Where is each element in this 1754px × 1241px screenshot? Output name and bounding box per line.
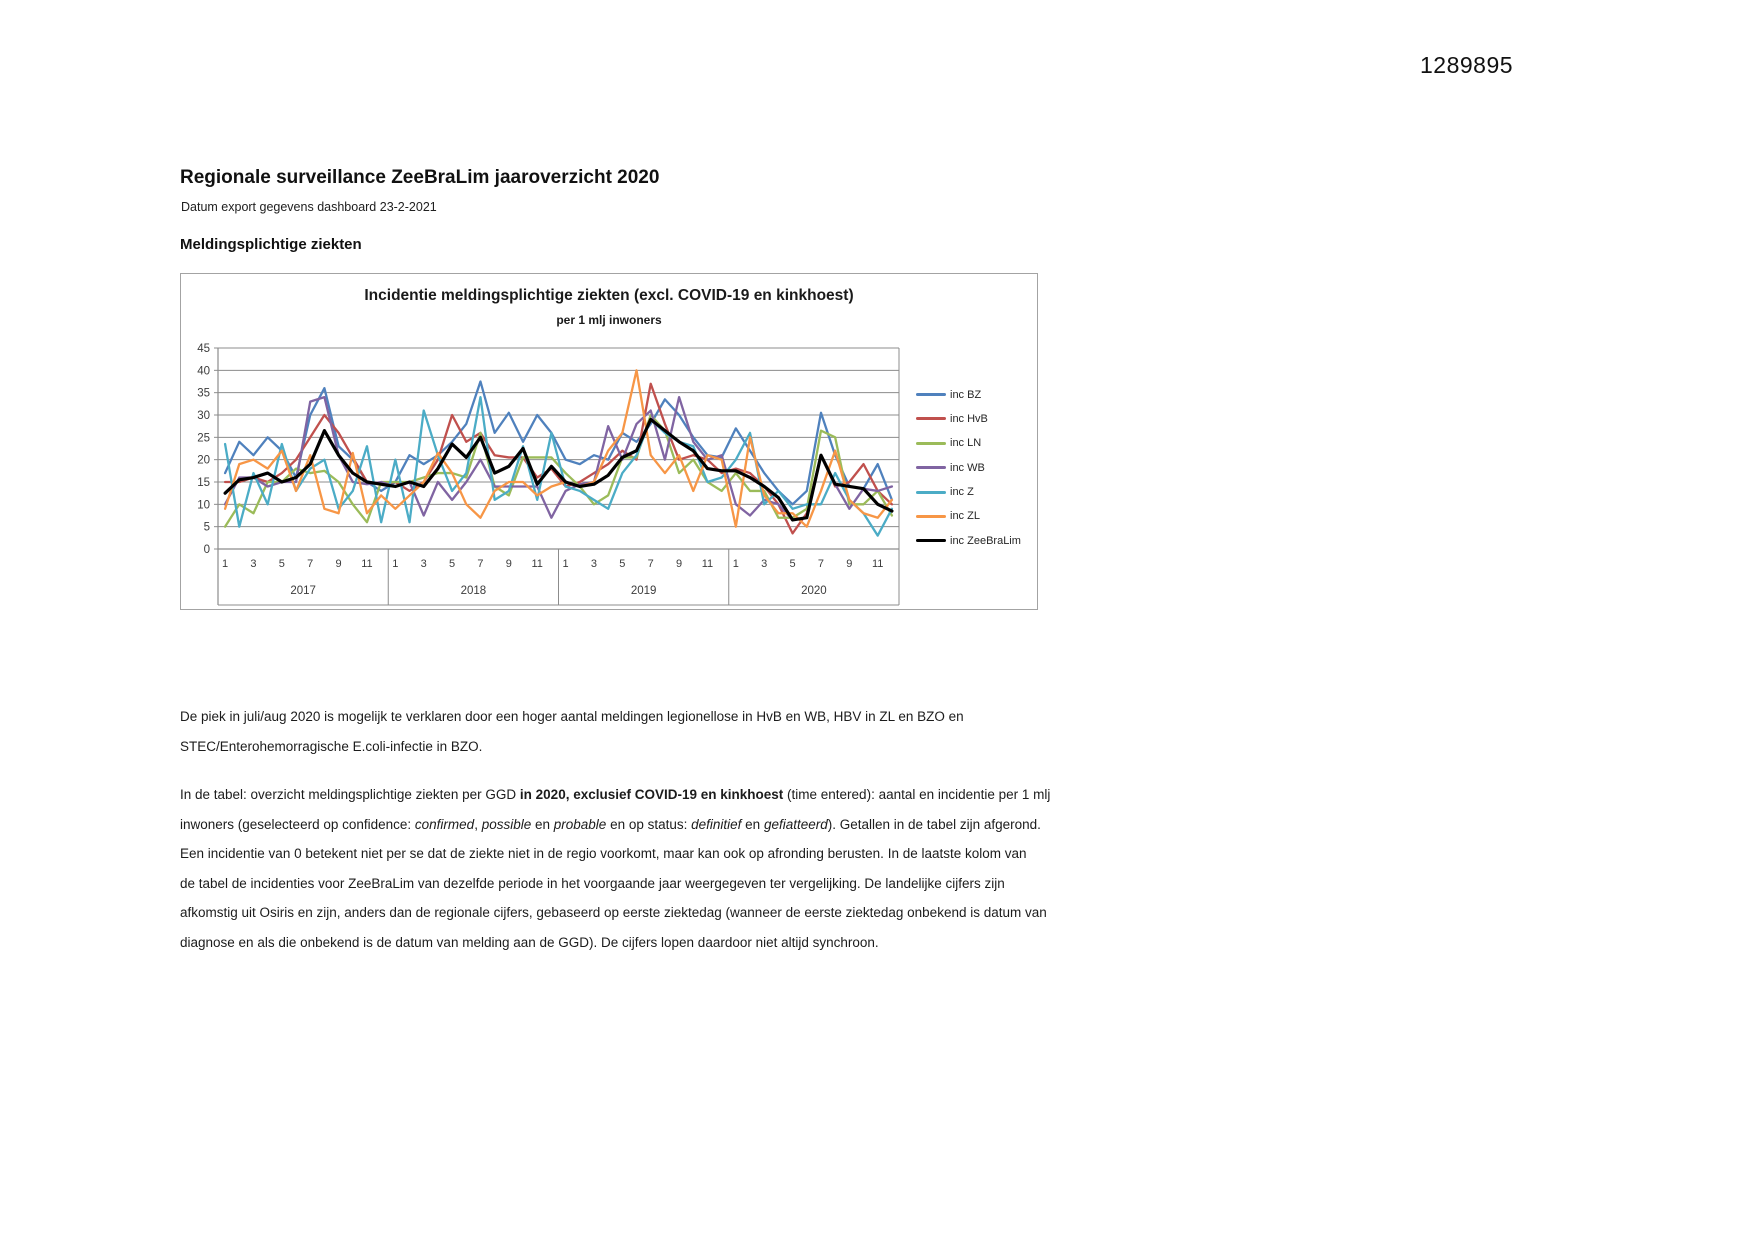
chart-title: Incidentie meldingsplichtige ziekten (ex…	[364, 287, 854, 304]
svg-text:9: 9	[506, 558, 512, 570]
text-line: afkomstig uit Osiris en zijn, anders dan…	[180, 905, 1047, 920]
svg-text:9: 9	[336, 558, 342, 570]
svg-text:5: 5	[790, 558, 796, 570]
svg-text:35: 35	[197, 388, 210, 400]
text-line: De piek in juli/aug 2020 is mogelijk te …	[180, 709, 964, 724]
legend-swatch-icon	[916, 393, 946, 396]
svg-text:15: 15	[197, 477, 210, 489]
series-inc-zeebralim	[223, 417, 894, 522]
legend-swatch-icon	[916, 417, 946, 421]
text-line: de tabel de incidenties voor ZeeBraLim v…	[180, 875, 1005, 891]
svg-text:30: 30	[197, 410, 210, 422]
svg-text:10: 10	[197, 499, 210, 511]
svg-text:2018: 2018	[461, 585, 487, 597]
svg-text:5: 5	[279, 558, 285, 570]
svg-text:2019: 2019	[631, 585, 657, 597]
legend-swatch-icon	[916, 514, 946, 518]
legend-label: inc WB	[950, 461, 985, 474]
series-inc-hvb	[223, 382, 894, 535]
legend-label: inc BZ	[950, 388, 982, 401]
series-inc-z	[223, 395, 894, 537]
svg-text:7: 7	[818, 558, 824, 570]
svg-text:1: 1	[222, 558, 228, 570]
svg-text:0: 0	[204, 544, 210, 556]
svg-text:5: 5	[204, 522, 210, 534]
svg-text:5: 5	[619, 558, 625, 570]
export-date-subtitle: Datum export gegevens dashboard 23-2-202…	[181, 200, 437, 214]
text-line: inwoners (geselecteerd op confidence: co…	[180, 816, 1041, 832]
legend-swatch-icon	[916, 490, 946, 494]
svg-text:7: 7	[307, 558, 313, 570]
svg-text:7: 7	[477, 558, 483, 570]
svg-text:3: 3	[761, 558, 767, 570]
svg-text:3: 3	[591, 558, 597, 570]
document-number: 1289895	[1420, 52, 1514, 78]
svg-text:1: 1	[392, 558, 398, 570]
legend-label: inc ZL	[950, 510, 980, 523]
legend-swatch-icon	[916, 466, 946, 470]
paragraph-table-explanation: In de tabel: overzicht meldingsplichtige…	[180, 780, 1090, 957]
svg-text:3: 3	[250, 558, 256, 570]
paragraph-peak-explanation: De piek in juli/aug 2020 is mogelijk te …	[180, 702, 1090, 761]
page-title: Regionale surveillance ZeeBraLim jaarove…	[180, 167, 660, 188]
legend-entry: inc LN	[916, 436, 1021, 451]
svg-text:3: 3	[421, 558, 427, 570]
legend-entry: inc ZeeBraLim	[916, 533, 1021, 548]
text-line: STEC/Enterohemorragische E.coli-infectie…	[180, 738, 483, 754]
legend-swatch-icon	[916, 441, 946, 445]
chart-subtitle: per 1 mlj inwoners	[556, 313, 662, 327]
chart-legend: inc BZ inc HvB inc LN inc WB inc Z inc ZL inc …	[916, 387, 1021, 558]
legend-entry: inc BZ	[916, 387, 1021, 402]
svg-text:20: 20	[197, 455, 210, 467]
series-inc-wb	[223, 395, 894, 522]
legend-entry: inc HvB	[916, 411, 1021, 426]
svg-text:1: 1	[563, 558, 569, 570]
svg-text:45: 45	[197, 343, 210, 355]
legend-label: inc Z	[950, 486, 974, 499]
svg-text:25: 25	[197, 432, 210, 444]
legend-entry: inc ZL	[916, 509, 1021, 524]
svg-text:11: 11	[361, 558, 372, 570]
svg-text:7: 7	[648, 558, 654, 570]
legend-entry: inc WB	[916, 460, 1021, 475]
svg-text:11: 11	[872, 558, 883, 570]
svg-text:2020: 2020	[801, 585, 827, 597]
series-inc-zl	[223, 369, 894, 528]
legend-swatch-icon	[916, 539, 946, 543]
svg-text:11: 11	[532, 558, 543, 570]
svg-text:11: 11	[702, 558, 713, 570]
svg-text:9: 9	[676, 558, 682, 570]
text-line: diagnose en als die onbekend is de datum…	[180, 934, 879, 950]
svg-text:40: 40	[197, 365, 210, 377]
legend-entry: inc Z	[916, 485, 1021, 500]
legend-label: inc ZeeBraLim	[950, 534, 1021, 547]
legend-label: inc HvB	[950, 412, 988, 425]
legend-label: inc LN	[950, 437, 982, 450]
svg-text:9: 9	[846, 558, 852, 570]
svg-text:2017: 2017	[290, 585, 316, 597]
svg-text:1: 1	[733, 558, 739, 570]
svg-text:5: 5	[449, 558, 455, 570]
series-inc-ln	[223, 413, 894, 528]
text-line: In de tabel: overzicht meldingsplichtige…	[180, 787, 1051, 802]
incidence-chart-frame: 0 5 10 15 20 25 30 35 40 45 1 3 5 7 9 11 2017 1 3 5 7 9 11 2018…	[180, 273, 1038, 610]
text-line: Een incidentie van 0 betekent niet per s…	[180, 846, 1027, 861]
section-heading: Meldingsplichtige ziekten	[180, 236, 362, 253]
